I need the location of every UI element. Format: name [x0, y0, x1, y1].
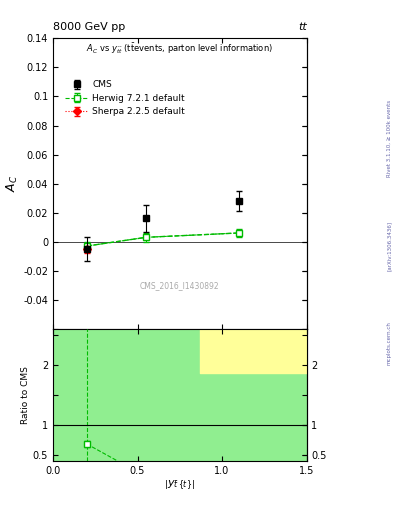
Text: Rivet 3.1.10, ≥ 100k events: Rivet 3.1.10, ≥ 100k events	[387, 100, 391, 177]
Y-axis label: $A_C$: $A_C$	[6, 175, 20, 192]
Text: mcplots.cern.ch: mcplots.cern.ch	[387, 321, 391, 365]
X-axis label: $\left|y_{\bar{t}\,\{t\}}\right|$: $\left|y_{\bar{t}\,\{t\}}\right|$	[164, 478, 195, 493]
Text: 8000 GeV pp: 8000 GeV pp	[53, 22, 125, 32]
Legend: CMS, Herwig 7.2.1 default, Sherpa 2.2.5 default: CMS, Herwig 7.2.1 default, Sherpa 2.2.5 …	[62, 78, 188, 119]
Text: tt: tt	[298, 22, 307, 32]
Text: [arXiv:1306.3436]: [arXiv:1306.3436]	[387, 221, 391, 271]
Text: $A_C$ vs $y_{\bar{t}\bar{t}}$ ($\mathrm{t\bar{t}}$events, parton level informati: $A_C$ vs $y_{\bar{t}\bar{t}}$ ($\mathrm{…	[86, 41, 273, 56]
Text: CMS_2016_I1430892: CMS_2016_I1430892	[140, 281, 220, 290]
Y-axis label: Ratio to CMS: Ratio to CMS	[21, 366, 30, 424]
